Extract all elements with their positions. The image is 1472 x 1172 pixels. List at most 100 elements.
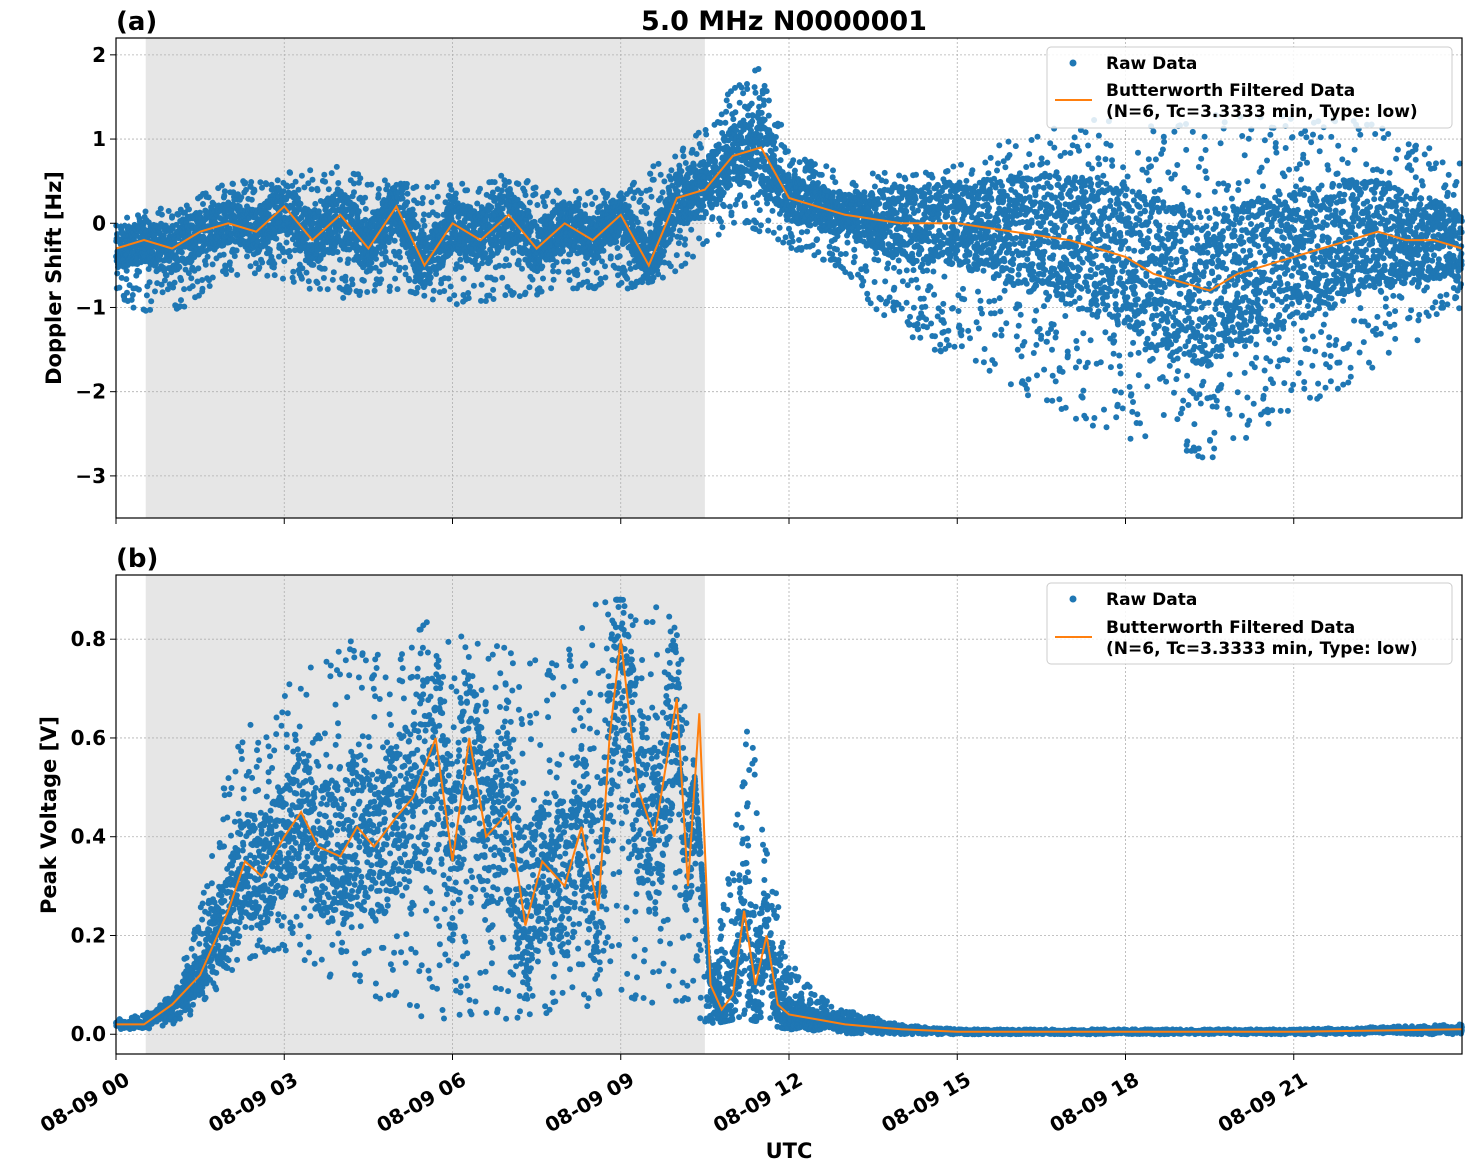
raw-data-point — [784, 148, 791, 155]
raw-data-point — [406, 277, 413, 284]
raw-data-point — [268, 181, 275, 188]
raw-data-point — [247, 263, 254, 270]
raw-data-point — [726, 203, 733, 210]
raw-data-point — [722, 119, 729, 126]
raw-data-point — [321, 265, 328, 272]
raw-data-point — [646, 186, 653, 193]
raw-data-point — [403, 181, 410, 187]
raw-data-point — [717, 218, 724, 225]
raw-data-point — [219, 227, 226, 233]
raw-data-point — [772, 134, 779, 140]
raw-data-point — [411, 211, 418, 218]
raw-data-point — [118, 274, 125, 281]
raw-data-point — [226, 259, 233, 266]
raw-data-point — [360, 277, 367, 284]
raw-data-point — [688, 226, 695, 233]
raw-data-point — [446, 296, 453, 303]
raw-data-point — [680, 153, 687, 160]
raw-data-point — [373, 255, 379, 262]
raw-data-point — [736, 99, 743, 106]
raw-data-point — [320, 275, 327, 281]
raw-data-point — [574, 270, 581, 277]
raw-data-point — [851, 253, 858, 260]
raw-data-point — [178, 277, 185, 284]
raw-data-point — [430, 287, 437, 294]
raw-data-point — [364, 289, 371, 295]
raw-data-point — [790, 157, 797, 164]
raw-data-point — [770, 229, 777, 236]
raw-data-point — [396, 264, 403, 271]
raw-data-point — [538, 288, 545, 295]
raw-data-point — [598, 280, 605, 286]
raw-data-point — [505, 178, 512, 185]
raw-data-point — [638, 190, 645, 197]
raw-data-point — [221, 188, 228, 195]
raw-data-point — [602, 274, 609, 281]
raw-data-point — [515, 181, 522, 187]
raw-data-point — [756, 207, 763, 214]
raw-data-point — [329, 276, 336, 283]
raw-data-point — [247, 233, 254, 240]
raw-data-point — [349, 281, 356, 288]
raw-data-point — [820, 256, 827, 263]
raw-data-point — [593, 269, 600, 276]
raw-data-point — [142, 208, 149, 215]
raw-data-point — [340, 294, 347, 301]
raw-data-point — [624, 275, 631, 282]
raw-data-point — [259, 259, 266, 266]
raw-data-point — [248, 179, 255, 185]
raw-data-point — [832, 179, 839, 186]
raw-data-point — [830, 167, 836, 174]
raw-data-point — [673, 252, 680, 259]
raw-data-point — [451, 292, 458, 299]
raw-data-point — [540, 275, 546, 282]
raw-data-point — [680, 145, 687, 152]
raw-data-point — [741, 203, 748, 209]
raw-data-point — [556, 189, 562, 196]
raw-data-point — [281, 258, 288, 265]
raw-data-point — [188, 275, 195, 282]
raw-data-point — [264, 272, 271, 279]
raw-data-point — [402, 264, 409, 271]
raw-data-point — [315, 208, 322, 215]
raw-data-point — [419, 195, 426, 201]
raw-data-point — [502, 292, 509, 299]
raw-data-point — [159, 289, 166, 296]
raw-data-point — [396, 248, 403, 255]
raw-data-point — [465, 290, 472, 296]
raw-data-point — [287, 169, 294, 176]
raw-data-point — [503, 256, 510, 263]
raw-data-point — [226, 225, 233, 232]
raw-data-point — [703, 238, 710, 245]
raw-data-point — [772, 145, 779, 152]
raw-data-point — [672, 153, 679, 160]
raw-data-point — [761, 82, 768, 89]
raw-data-point — [333, 163, 340, 170]
raw-data-point — [424, 184, 431, 190]
raw-data-point — [823, 163, 830, 170]
raw-data-point — [194, 278, 201, 285]
raw-data-point — [445, 275, 452, 282]
raw-data-point — [220, 251, 227, 258]
raw-data-point — [124, 289, 130, 296]
raw-data-point — [752, 89, 759, 96]
raw-data-point — [726, 102, 733, 109]
raw-data-point — [769, 207, 776, 214]
raw-data-point — [565, 258, 572, 265]
raw-data-point — [643, 210, 650, 217]
raw-data-point — [684, 251, 691, 258]
raw-data-point — [357, 288, 364, 295]
raw-data-point — [668, 167, 675, 174]
raw-data-point — [765, 217, 772, 224]
raw-data-point — [796, 159, 803, 166]
raw-data-point — [681, 241, 688, 248]
raw-data-point — [834, 246, 840, 253]
raw-data-point — [234, 271, 241, 278]
raw-data-point — [756, 228, 763, 235]
raw-data-point — [842, 250, 849, 257]
raw-data-point — [465, 295, 472, 302]
raw-data-point — [490, 296, 497, 302]
raw-data-point — [506, 262, 512, 269]
raw-data-point — [129, 292, 136, 298]
raw-data-point — [572, 188, 579, 195]
